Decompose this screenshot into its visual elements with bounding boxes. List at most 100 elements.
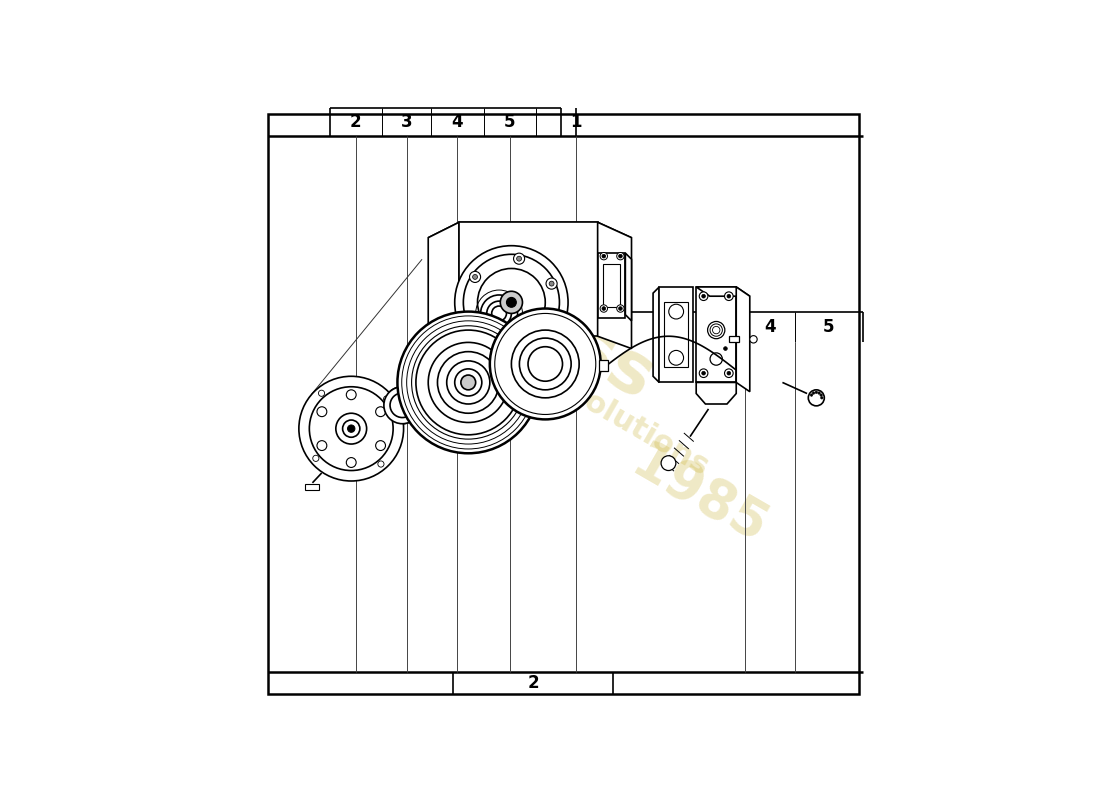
Circle shape	[461, 375, 475, 390]
Circle shape	[517, 256, 521, 261]
Circle shape	[486, 301, 512, 326]
Circle shape	[481, 295, 517, 332]
Bar	[603, 264, 619, 307]
Circle shape	[817, 392, 821, 394]
Circle shape	[812, 392, 815, 394]
Circle shape	[509, 344, 514, 349]
Circle shape	[407, 321, 530, 444]
Circle shape	[700, 292, 708, 301]
Circle shape	[478, 336, 483, 339]
Bar	[459, 222, 597, 336]
Circle shape	[544, 319, 556, 330]
Circle shape	[299, 376, 404, 481]
Circle shape	[724, 346, 727, 350]
Circle shape	[815, 391, 817, 394]
Circle shape	[519, 338, 571, 390]
Circle shape	[500, 291, 522, 314]
Circle shape	[602, 254, 606, 258]
Polygon shape	[625, 253, 631, 321]
Bar	[659, 287, 693, 382]
Circle shape	[470, 271, 481, 282]
Circle shape	[711, 353, 723, 365]
Circle shape	[342, 420, 360, 438]
Circle shape	[463, 254, 560, 350]
Circle shape	[309, 386, 393, 470]
Circle shape	[346, 390, 356, 400]
Text: 1: 1	[570, 114, 582, 131]
Circle shape	[428, 342, 508, 422]
Circle shape	[702, 371, 705, 375]
Polygon shape	[653, 287, 659, 382]
Circle shape	[317, 406, 327, 417]
Circle shape	[700, 369, 708, 378]
Circle shape	[618, 254, 623, 258]
Polygon shape	[428, 222, 459, 336]
Circle shape	[727, 294, 730, 298]
Bar	[600, 360, 608, 371]
Circle shape	[348, 425, 355, 432]
Circle shape	[506, 298, 516, 307]
Circle shape	[312, 455, 319, 462]
Circle shape	[397, 312, 539, 454]
Circle shape	[473, 274, 477, 279]
Text: parts solutions: parts solutions	[475, 327, 714, 481]
Circle shape	[669, 304, 683, 319]
Bar	[305, 484, 319, 490]
Text: 2: 2	[350, 114, 362, 131]
Circle shape	[464, 312, 475, 323]
Circle shape	[476, 333, 485, 342]
Text: gr0ss: gr0ss	[438, 244, 666, 416]
Bar	[664, 302, 689, 367]
Circle shape	[602, 306, 606, 310]
Circle shape	[375, 406, 385, 417]
Circle shape	[618, 306, 623, 310]
Circle shape	[377, 461, 384, 467]
Polygon shape	[428, 222, 631, 238]
Circle shape	[495, 314, 596, 414]
Circle shape	[454, 246, 568, 359]
Text: 3: 3	[680, 318, 691, 336]
Circle shape	[549, 281, 554, 286]
Bar	[597, 253, 625, 318]
Circle shape	[514, 253, 525, 264]
Circle shape	[725, 369, 733, 378]
Circle shape	[490, 309, 601, 419]
Circle shape	[438, 352, 499, 414]
Circle shape	[506, 341, 517, 352]
Circle shape	[702, 294, 705, 298]
Text: 3: 3	[400, 114, 412, 131]
Circle shape	[669, 350, 683, 365]
Circle shape	[811, 394, 813, 396]
Circle shape	[727, 371, 730, 375]
Circle shape	[546, 278, 557, 289]
Circle shape	[707, 322, 725, 338]
Circle shape	[454, 369, 482, 396]
Bar	[696, 287, 736, 382]
Circle shape	[548, 322, 552, 327]
Circle shape	[617, 253, 624, 260]
Circle shape	[317, 441, 327, 450]
Circle shape	[601, 253, 607, 260]
Circle shape	[725, 292, 733, 301]
Circle shape	[750, 336, 757, 343]
Text: 5: 5	[823, 318, 835, 336]
Bar	[729, 336, 739, 342]
Polygon shape	[696, 382, 736, 404]
Circle shape	[402, 316, 535, 449]
Circle shape	[711, 324, 723, 336]
Circle shape	[416, 330, 520, 435]
Circle shape	[477, 269, 546, 336]
Polygon shape	[597, 222, 631, 349]
Circle shape	[319, 390, 324, 396]
Circle shape	[601, 305, 607, 312]
Text: 2: 2	[527, 674, 539, 692]
Circle shape	[468, 315, 472, 320]
Circle shape	[820, 394, 823, 396]
Circle shape	[384, 396, 389, 402]
Circle shape	[447, 361, 490, 404]
Circle shape	[492, 306, 506, 321]
Circle shape	[346, 458, 356, 467]
Circle shape	[336, 414, 366, 444]
Circle shape	[808, 390, 824, 406]
Circle shape	[617, 305, 624, 312]
